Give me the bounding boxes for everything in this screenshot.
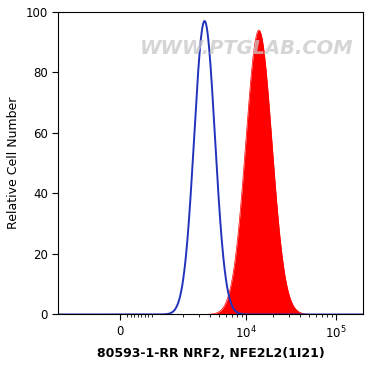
Text: WWW.PTGLAB.COM: WWW.PTGLAB.COM — [140, 39, 354, 58]
X-axis label: 80593-1-RR NRF2, NFE2L2(1I21): 80593-1-RR NRF2, NFE2L2(1I21) — [97, 347, 324, 360]
Y-axis label: Relative Cell Number: Relative Cell Number — [7, 97, 20, 229]
